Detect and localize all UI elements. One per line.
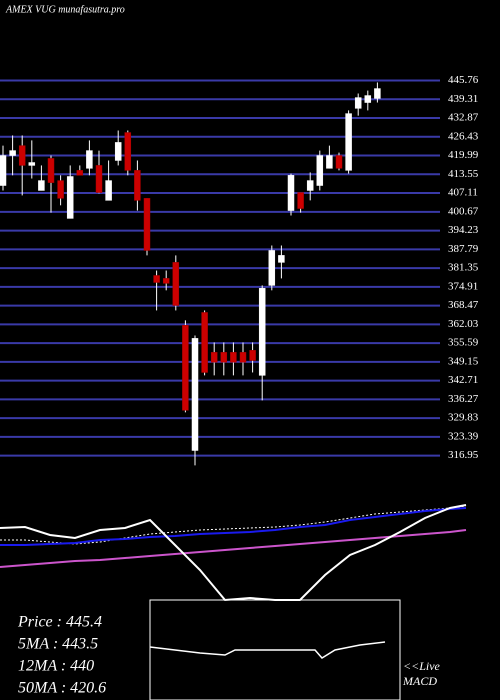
candle-body — [86, 150, 93, 169]
candle-body — [38, 180, 45, 191]
candle-body — [9, 150, 16, 156]
candle-body — [220, 352, 228, 363]
y-tick-label: 381.35 — [448, 262, 479, 274]
info-line: 5MA : 443.5 — [18, 636, 98, 653]
candle-body — [134, 170, 141, 201]
candle-body — [76, 170, 84, 176]
y-tick-label: 323.39 — [448, 430, 479, 442]
candle-body — [249, 350, 256, 361]
ma-line — [0, 505, 467, 545]
ma-line — [0, 529, 467, 568]
y-tick-label: 439.31 — [448, 93, 478, 105]
info-line: 12MA : 440 — [18, 658, 94, 675]
y-tick-label: 387.79 — [448, 243, 479, 255]
y-tick-label: 355.59 — [448, 337, 479, 349]
candle-body — [354, 97, 362, 109]
candle-body — [201, 312, 208, 373]
candle-body — [153, 275, 160, 283]
y-tick-label: 329.83 — [448, 412, 479, 424]
macd-label: <<Live — [403, 659, 441, 673]
candle-body — [114, 142, 122, 161]
candle-body — [143, 198, 151, 251]
ma-line — [0, 507, 467, 546]
candle-body — [297, 192, 304, 209]
y-tick-label: 400.67 — [448, 205, 479, 217]
y-tick-label: 349.15 — [448, 355, 479, 367]
candle-body — [57, 180, 64, 199]
candle-body — [18, 145, 26, 166]
candle-body — [105, 180, 112, 201]
y-tick-label: 426.43 — [448, 130, 479, 142]
candle-body — [316, 155, 324, 186]
candle-body — [278, 255, 285, 263]
candle-body — [210, 352, 218, 363]
y-tick-label: 368.47 — [448, 299, 479, 311]
candle-body — [364, 95, 372, 103]
y-tick-label: 394.23 — [448, 224, 479, 236]
candle-body — [182, 325, 189, 411]
y-tick-label: 432.87 — [448, 112, 479, 124]
y-tick-label: 407.11 — [448, 187, 478, 199]
y-tick-label: 316.95 — [448, 449, 479, 461]
candle-body — [326, 155, 333, 169]
candle-body — [66, 176, 74, 219]
candle-body — [374, 88, 381, 99]
macd-label: MACD — [402, 674, 437, 688]
candle-body — [306, 180, 314, 191]
y-tick-label: 445.76 — [448, 74, 479, 86]
candle-body — [287, 175, 295, 211]
candle-body — [345, 113, 352, 171]
candle-body — [258, 288, 266, 376]
macd-line — [149, 641, 386, 659]
candle-body — [0, 155, 7, 186]
candle-body — [230, 352, 237, 363]
info-line: 50MA : 420.6 — [18, 680, 106, 697]
ma-line — [0, 504, 467, 602]
candle-body — [172, 262, 180, 306]
chart-title: AMEX VUG munafasutra.pro — [5, 4, 125, 15]
candle-body — [28, 162, 36, 166]
y-tick-label: 362.03 — [448, 318, 479, 330]
y-tick-label: 336.27 — [448, 393, 479, 405]
y-tick-label: 413.55 — [448, 168, 479, 180]
y-tick-label: 342.71 — [448, 374, 478, 386]
candle-body — [124, 132, 132, 171]
candle-body — [47, 158, 55, 183]
candle-body — [268, 250, 276, 286]
candle-body — [95, 165, 103, 193]
y-tick-label: 374.91 — [448, 280, 478, 292]
info-line: Price : 445.4 — [17, 614, 102, 631]
candle-body — [239, 352, 247, 363]
candle-body — [162, 278, 170, 284]
candle-body — [191, 338, 199, 451]
y-tick-label: 419.99 — [448, 149, 479, 161]
candle-body — [335, 155, 343, 169]
